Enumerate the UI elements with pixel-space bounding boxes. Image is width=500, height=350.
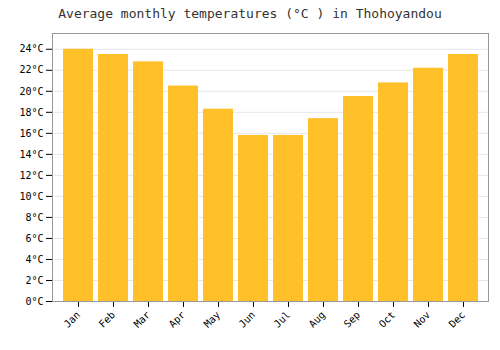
svg-text:20°C: 20°C — [19, 86, 43, 97]
svg-text:Jan: Jan — [62, 309, 83, 330]
svg-text:8°C: 8°C — [25, 212, 43, 223]
svg-text:14°C: 14°C — [19, 149, 43, 160]
html-text:Average monthly temperatures (: Average monthly temperatures (°C ) in Th… — [58, 6, 442, 21]
svg-text:Nov: Nov — [412, 309, 433, 330]
svg-text:2°C: 2°C — [25, 275, 43, 286]
svg-text:Mar: Mar — [132, 309, 153, 330]
svg-text:Feb: Feb — [97, 309, 118, 330]
svg-text:Aug: Aug — [307, 309, 328, 330]
svg-text:May: May — [202, 309, 223, 330]
svg-text:18°C: 18°C — [19, 107, 43, 118]
svg-text:10°C: 10°C — [19, 191, 43, 202]
svg-text:22°C: 22°C — [19, 64, 43, 75]
svg-text:Sep: Sep — [342, 309, 363, 330]
svg-text:4°C: 4°C — [25, 254, 43, 265]
svg-text:6°C: 6°C — [25, 233, 43, 244]
svg-text:12°C: 12°C — [19, 170, 43, 181]
svg-text:24°C: 24°C — [19, 43, 43, 54]
svg-text:Apr: Apr — [167, 309, 188, 330]
svg-text:Jun: Jun — [237, 309, 258, 330]
svg-text:Dec: Dec — [447, 309, 468, 330]
svg-text:16°C: 16°C — [19, 128, 43, 139]
svg-text:Jul: Jul — [272, 309, 293, 330]
svg-text:0°C: 0°C — [25, 296, 43, 307]
svg-text:Oct: Oct — [377, 309, 398, 330]
